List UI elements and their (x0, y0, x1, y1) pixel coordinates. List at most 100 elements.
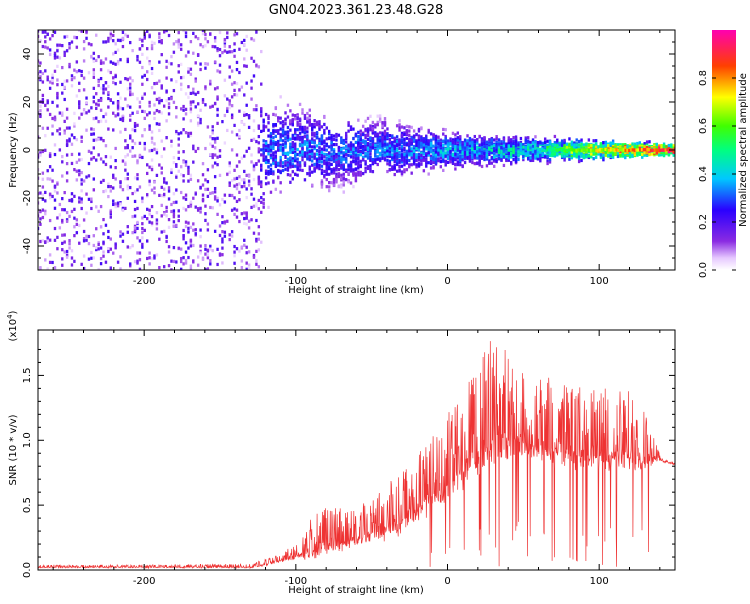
spectrogram-cell (117, 261, 119, 264)
spectrogram-cell (554, 152, 556, 155)
spectrogram-cell (525, 146, 527, 149)
spectrogram-cell (158, 163, 160, 166)
spectrogram-cell (68, 42, 70, 45)
spectrogram-cell (330, 157, 332, 160)
spectrogram-cell (483, 158, 485, 161)
spectrogram-cell (204, 33, 206, 36)
spectrogram-cell (631, 142, 633, 145)
spectrogram-cell (350, 161, 352, 164)
spectrogram-cell (466, 151, 468, 154)
spectrogram-cell (418, 156, 420, 159)
spectrogram-cell (178, 132, 180, 135)
spectrogram-cell (459, 140, 461, 143)
spectrogram-cell (233, 184, 235, 187)
spectrogram-cell (73, 208, 75, 211)
spectrogram-cell (107, 236, 109, 239)
spectrogram-cell (236, 32, 238, 35)
spectrogram-cell (379, 157, 381, 160)
spectrogram-cell (493, 152, 495, 155)
spectrogram-cell (187, 246, 189, 249)
spectrogram-cell (83, 179, 85, 182)
spectrogram-cell (394, 140, 396, 143)
spectrogram-cell (338, 152, 340, 155)
spectrogram-cell (481, 165, 483, 168)
spectrogram-cell (107, 250, 109, 253)
spectrogram-cell (403, 133, 405, 136)
spectrogram-cell (214, 190, 216, 193)
spectrogram-cell (212, 137, 214, 140)
spectrogram-cell (105, 113, 107, 116)
spectrogram-cell (296, 153, 298, 156)
spectrogram-cell (243, 155, 245, 158)
spectrogram-cell (88, 71, 90, 74)
spectrogram-cell (107, 91, 109, 94)
spectrogram-cell (253, 74, 255, 77)
spectrogram-cell (355, 172, 357, 175)
spectrogram-cell (168, 245, 170, 248)
spectrogram-cell (73, 225, 75, 228)
spectrogram-cell (328, 145, 330, 148)
spectrogram-cell (495, 154, 497, 157)
spectrogram-cell (299, 132, 301, 135)
spectrogram-cell (245, 217, 247, 220)
spectrogram-cell (360, 146, 362, 149)
spectrogram-cell (301, 153, 303, 156)
spectrogram-cell (146, 78, 148, 81)
spectrogram-cell (158, 110, 160, 113)
spectrogram-cell (216, 108, 218, 111)
spectrogram-cell (56, 216, 58, 219)
spectrogram-cell (515, 148, 517, 151)
spectrogram-cell (90, 264, 92, 267)
spectrogram-cell (442, 140, 444, 143)
spectrogram-cell (580, 155, 582, 158)
spectrogram-cell (216, 156, 218, 159)
spectrogram-cell (372, 127, 374, 130)
spectrogram-cell (236, 216, 238, 219)
spectrogram-cell (49, 80, 51, 83)
spectrogram-cell (255, 163, 257, 166)
spectrogram-cell (102, 40, 104, 43)
spectrogram-cell (44, 30, 46, 33)
spectrogram-cell (275, 113, 277, 116)
spectrogram-cell (369, 159, 371, 162)
spectrogram-cell (100, 262, 102, 265)
spectrogram-cell (357, 135, 359, 138)
spectrogram-cell (83, 108, 85, 111)
spectrogram-cell (347, 150, 349, 153)
spectrogram-cell (406, 150, 408, 153)
spectrogram-cell (122, 233, 124, 236)
spectrogram-cell (180, 173, 182, 176)
spectrogram-cell (219, 31, 221, 34)
spectrogram-cell (306, 127, 308, 130)
spectrogram-cell (624, 156, 626, 159)
spectrogram-cell (321, 125, 323, 128)
spectrogram-cell (158, 36, 160, 39)
spectrogram-cell (335, 178, 337, 181)
spectrogram-cell (216, 199, 218, 202)
spectrogram-cell (190, 178, 192, 181)
spectrogram-cell (51, 34, 53, 37)
spectrogram-cell (566, 153, 568, 156)
spectrogram-cell (76, 161, 78, 164)
spectrogram-cell (444, 128, 446, 131)
spectrogram-cell (163, 30, 165, 33)
spectrogram-cell (321, 185, 323, 188)
spectrogram-cell (461, 158, 463, 161)
spectrogram-cell (563, 158, 565, 161)
spectrogram-cell (338, 185, 340, 188)
spectrogram-cell (88, 174, 90, 177)
spectrogram-cell (243, 170, 245, 173)
spectrogram-cell (311, 184, 313, 187)
spectrogram-cell (221, 261, 223, 264)
spectrogram-cell (343, 139, 345, 142)
spectrogram-cell (619, 145, 621, 148)
spectrogram-cell (148, 166, 150, 169)
spectrogram-cell (253, 138, 255, 141)
spectrogram-cell (343, 191, 345, 194)
spectrogram-cell (253, 129, 255, 132)
spectrogram-cell (265, 149, 267, 152)
spectrogram-cell (148, 213, 150, 216)
spectrogram-cell (146, 47, 148, 50)
spectrogram-cell (284, 142, 286, 145)
spectrogram-cell (474, 147, 476, 150)
